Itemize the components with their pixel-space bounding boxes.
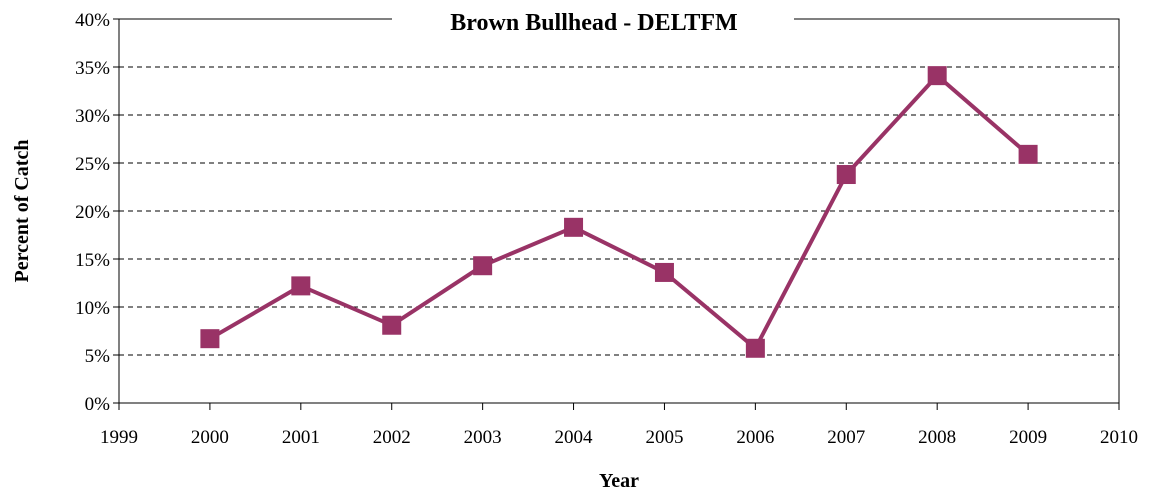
y-tick-label: 30% (75, 106, 110, 127)
x-tick-label: 2009 (1009, 427, 1047, 448)
y-axis-tick-labels: 0% 5% 10% 15% 20% 25% 30% 35% 40% (75, 10, 110, 415)
x-tick-label: 2006 (736, 427, 774, 448)
data-point-marker (382, 315, 402, 335)
series-layer (200, 66, 1038, 358)
x-axis-tick-labels: 1999 2000 2001 2002 2003 2004 2005 2006 2007 2008… (100, 427, 1138, 448)
x-tick-label: 1999 (100, 427, 138, 448)
y-tick-label: 20% (75, 202, 110, 223)
data-point-marker (927, 66, 947, 86)
y-tick-label: 10% (75, 298, 110, 319)
title-background (392, 6, 794, 36)
y-tick-label: 35% (75, 58, 110, 79)
data-point-marker (473, 256, 493, 276)
x-axis-title: Year (599, 470, 639, 492)
data-point-marker (564, 217, 584, 237)
x-tick-label: 2004 (555, 427, 594, 448)
data-point-marker (745, 338, 765, 358)
data-point-marker (200, 329, 220, 349)
x-tick-label: 2010 (1100, 427, 1138, 448)
data-point-marker (291, 276, 311, 296)
x-tick-label: 2000 (191, 427, 229, 448)
y-tick-label: 15% (75, 250, 110, 271)
chart-title: Brown Bullhead - DELTFM (450, 10, 737, 36)
y-tick-label: 40% (75, 10, 110, 31)
x-tick-label: 2001 (282, 427, 320, 448)
x-tick-label: 2008 (918, 427, 956, 448)
x-tick-label: 2005 (645, 427, 683, 448)
x-tick-label: 2002 (373, 427, 411, 448)
series-line (208, 73, 1030, 351)
y-tick-label: 5% (85, 346, 111, 367)
data-point-marker (836, 165, 856, 185)
data-point-marker (1018, 144, 1038, 164)
y-axis-title: Percent of Catch (11, 140, 33, 283)
x-tick-label: 2007 (827, 427, 865, 448)
y-tick-label: 25% (75, 154, 110, 175)
y-tick-label: 0% (85, 394, 111, 415)
axis-ticks (113, 18, 1120, 410)
x-tick-label: 2003 (464, 427, 502, 448)
gridlines (119, 66, 1119, 356)
data-point-marker (654, 262, 674, 282)
